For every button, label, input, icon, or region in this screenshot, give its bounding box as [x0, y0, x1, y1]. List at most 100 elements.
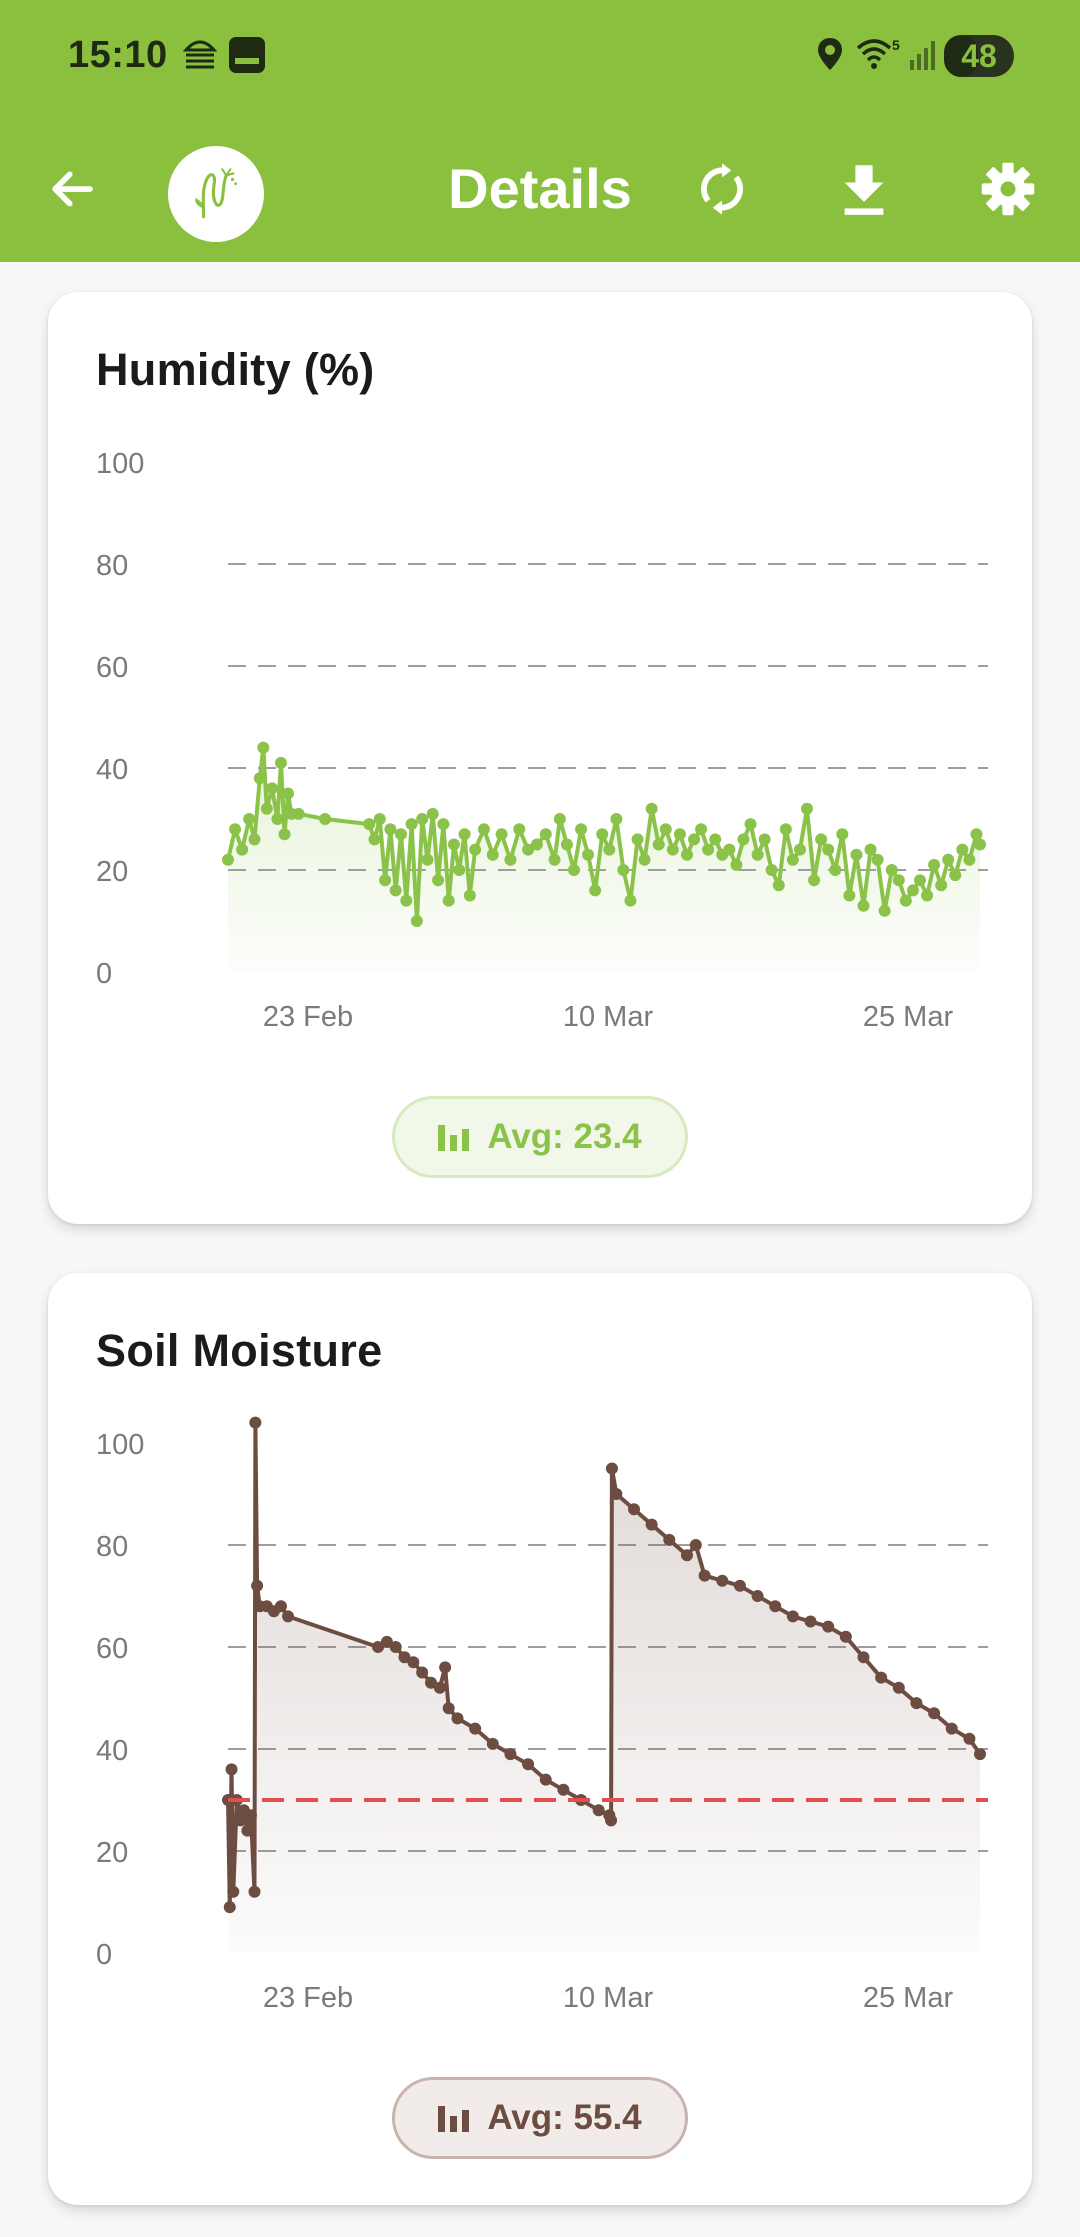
- data-point: [822, 1620, 835, 1633]
- data-point: [548, 853, 561, 866]
- y-tick-label: 20: [96, 856, 128, 888]
- data-point: [963, 1732, 976, 1745]
- data-point: [442, 1702, 455, 1715]
- data-point: [910, 1697, 923, 1710]
- avg-value: Avg: 55.4: [487, 2098, 642, 2137]
- x-tick-label: 10 Mar: [563, 1001, 654, 1033]
- y-tick-label: 40: [96, 754, 128, 786]
- data-point: [638, 853, 651, 866]
- settings-gear-icon: [981, 162, 1035, 215]
- y-tick-label: 60: [96, 652, 128, 684]
- data-point: [617, 864, 630, 876]
- data-point: [596, 828, 609, 841]
- data-point: [680, 1549, 693, 1562]
- data-point: [808, 874, 821, 887]
- data-point: [956, 843, 969, 856]
- humidity-card: Humidity (%) 0 20 40 60 80 100 23 Feb 10 Mar 25 …: [48, 292, 1032, 1224]
- data-point: [453, 864, 466, 876]
- data-point: [433, 1681, 446, 1694]
- download-icon: [844, 164, 884, 215]
- data-point: [702, 843, 715, 856]
- data-point: [744, 818, 757, 831]
- download-button[interactable]: [822, 115, 906, 262]
- data-point: [758, 833, 771, 846]
- data-point: [942, 853, 955, 866]
- data-point: [425, 1676, 438, 1689]
- data-point: [241, 1824, 254, 1837]
- data-point: [974, 838, 986, 851]
- data-point: [469, 1722, 482, 1735]
- data-point: [244, 1809, 257, 1822]
- data-point: [227, 1885, 240, 1898]
- data-point: [274, 1600, 287, 1613]
- data-point: [765, 864, 778, 876]
- data-point: [801, 802, 814, 815]
- status-time: 15:10: [68, 34, 168, 76]
- data-point: [504, 853, 517, 866]
- notification-icon: [229, 37, 265, 73]
- plant-logo-icon: [195, 168, 238, 219]
- data-point: [610, 1488, 623, 1500]
- x-tick-label: 23 Feb: [263, 1001, 353, 1033]
- data-point: [892, 1681, 905, 1694]
- data-point: [772, 879, 785, 892]
- data-point: [624, 894, 637, 907]
- data-point: [899, 894, 912, 907]
- data-point: [871, 853, 884, 866]
- data-point: [779, 823, 792, 836]
- data-point: [864, 843, 877, 856]
- weather-icon: [182, 40, 218, 69]
- refresh-button[interactable]: [680, 115, 764, 262]
- data-point: [274, 756, 287, 769]
- data-point: [695, 823, 708, 836]
- data-point: [469, 843, 482, 856]
- data-point: [769, 1600, 782, 1613]
- data-point: [631, 833, 644, 846]
- data-point: [723, 843, 736, 856]
- data-point: [804, 1615, 817, 1628]
- data-point: [557, 1783, 570, 1796]
- data-point: [857, 1651, 870, 1664]
- humidity-chart: 0 20 40 60 80 100 23 Feb 10 Mar 25 Mar: [96, 448, 988, 1033]
- data-point: [236, 843, 249, 856]
- data-point: [368, 833, 381, 846]
- settings-button[interactable]: [966, 115, 1050, 262]
- back-button[interactable]: [30, 115, 114, 262]
- data-point: [253, 772, 266, 785]
- y-tick-label: 100: [96, 448, 144, 480]
- data-point: [407, 1656, 420, 1669]
- soil-moisture-chart: 0 20 40 60 80 100 23 Feb 10 Mar 25 Mar: [96, 1416, 988, 2014]
- data-point: [421, 853, 434, 866]
- data-point: [793, 843, 806, 856]
- data-point: [567, 864, 580, 876]
- data-point: [504, 1748, 517, 1761]
- data-point: [892, 874, 905, 887]
- data-point: [829, 864, 842, 876]
- y-tick-label: 60: [96, 1633, 128, 1665]
- x-tick-label: 10 Mar: [563, 1982, 654, 2014]
- data-point: [688, 833, 701, 846]
- y-tick-label: 80: [96, 550, 128, 582]
- data-point: [398, 1651, 411, 1664]
- bar-chart-icon: [438, 1123, 470, 1151]
- data-point: [663, 1533, 676, 1546]
- y-tick-label: 40: [96, 1735, 128, 1767]
- data-point: [603, 843, 616, 856]
- svg-text:5: 5: [892, 37, 900, 53]
- data-point: [539, 828, 552, 841]
- data-point: [974, 1748, 986, 1761]
- data-point: [857, 899, 870, 912]
- data-point: [410, 915, 423, 927]
- data-point: [553, 813, 566, 825]
- data-point: [389, 884, 402, 897]
- data-point: [477, 823, 490, 836]
- data-point: [605, 1814, 618, 1827]
- data-point: [530, 838, 543, 851]
- data-point: [878, 904, 891, 917]
- data-point: [751, 1590, 764, 1602]
- data-point: [698, 1569, 711, 1582]
- data-point: [442, 894, 455, 907]
- data-point: [592, 1804, 605, 1817]
- data-point: [458, 828, 471, 841]
- data-point: [645, 802, 658, 815]
